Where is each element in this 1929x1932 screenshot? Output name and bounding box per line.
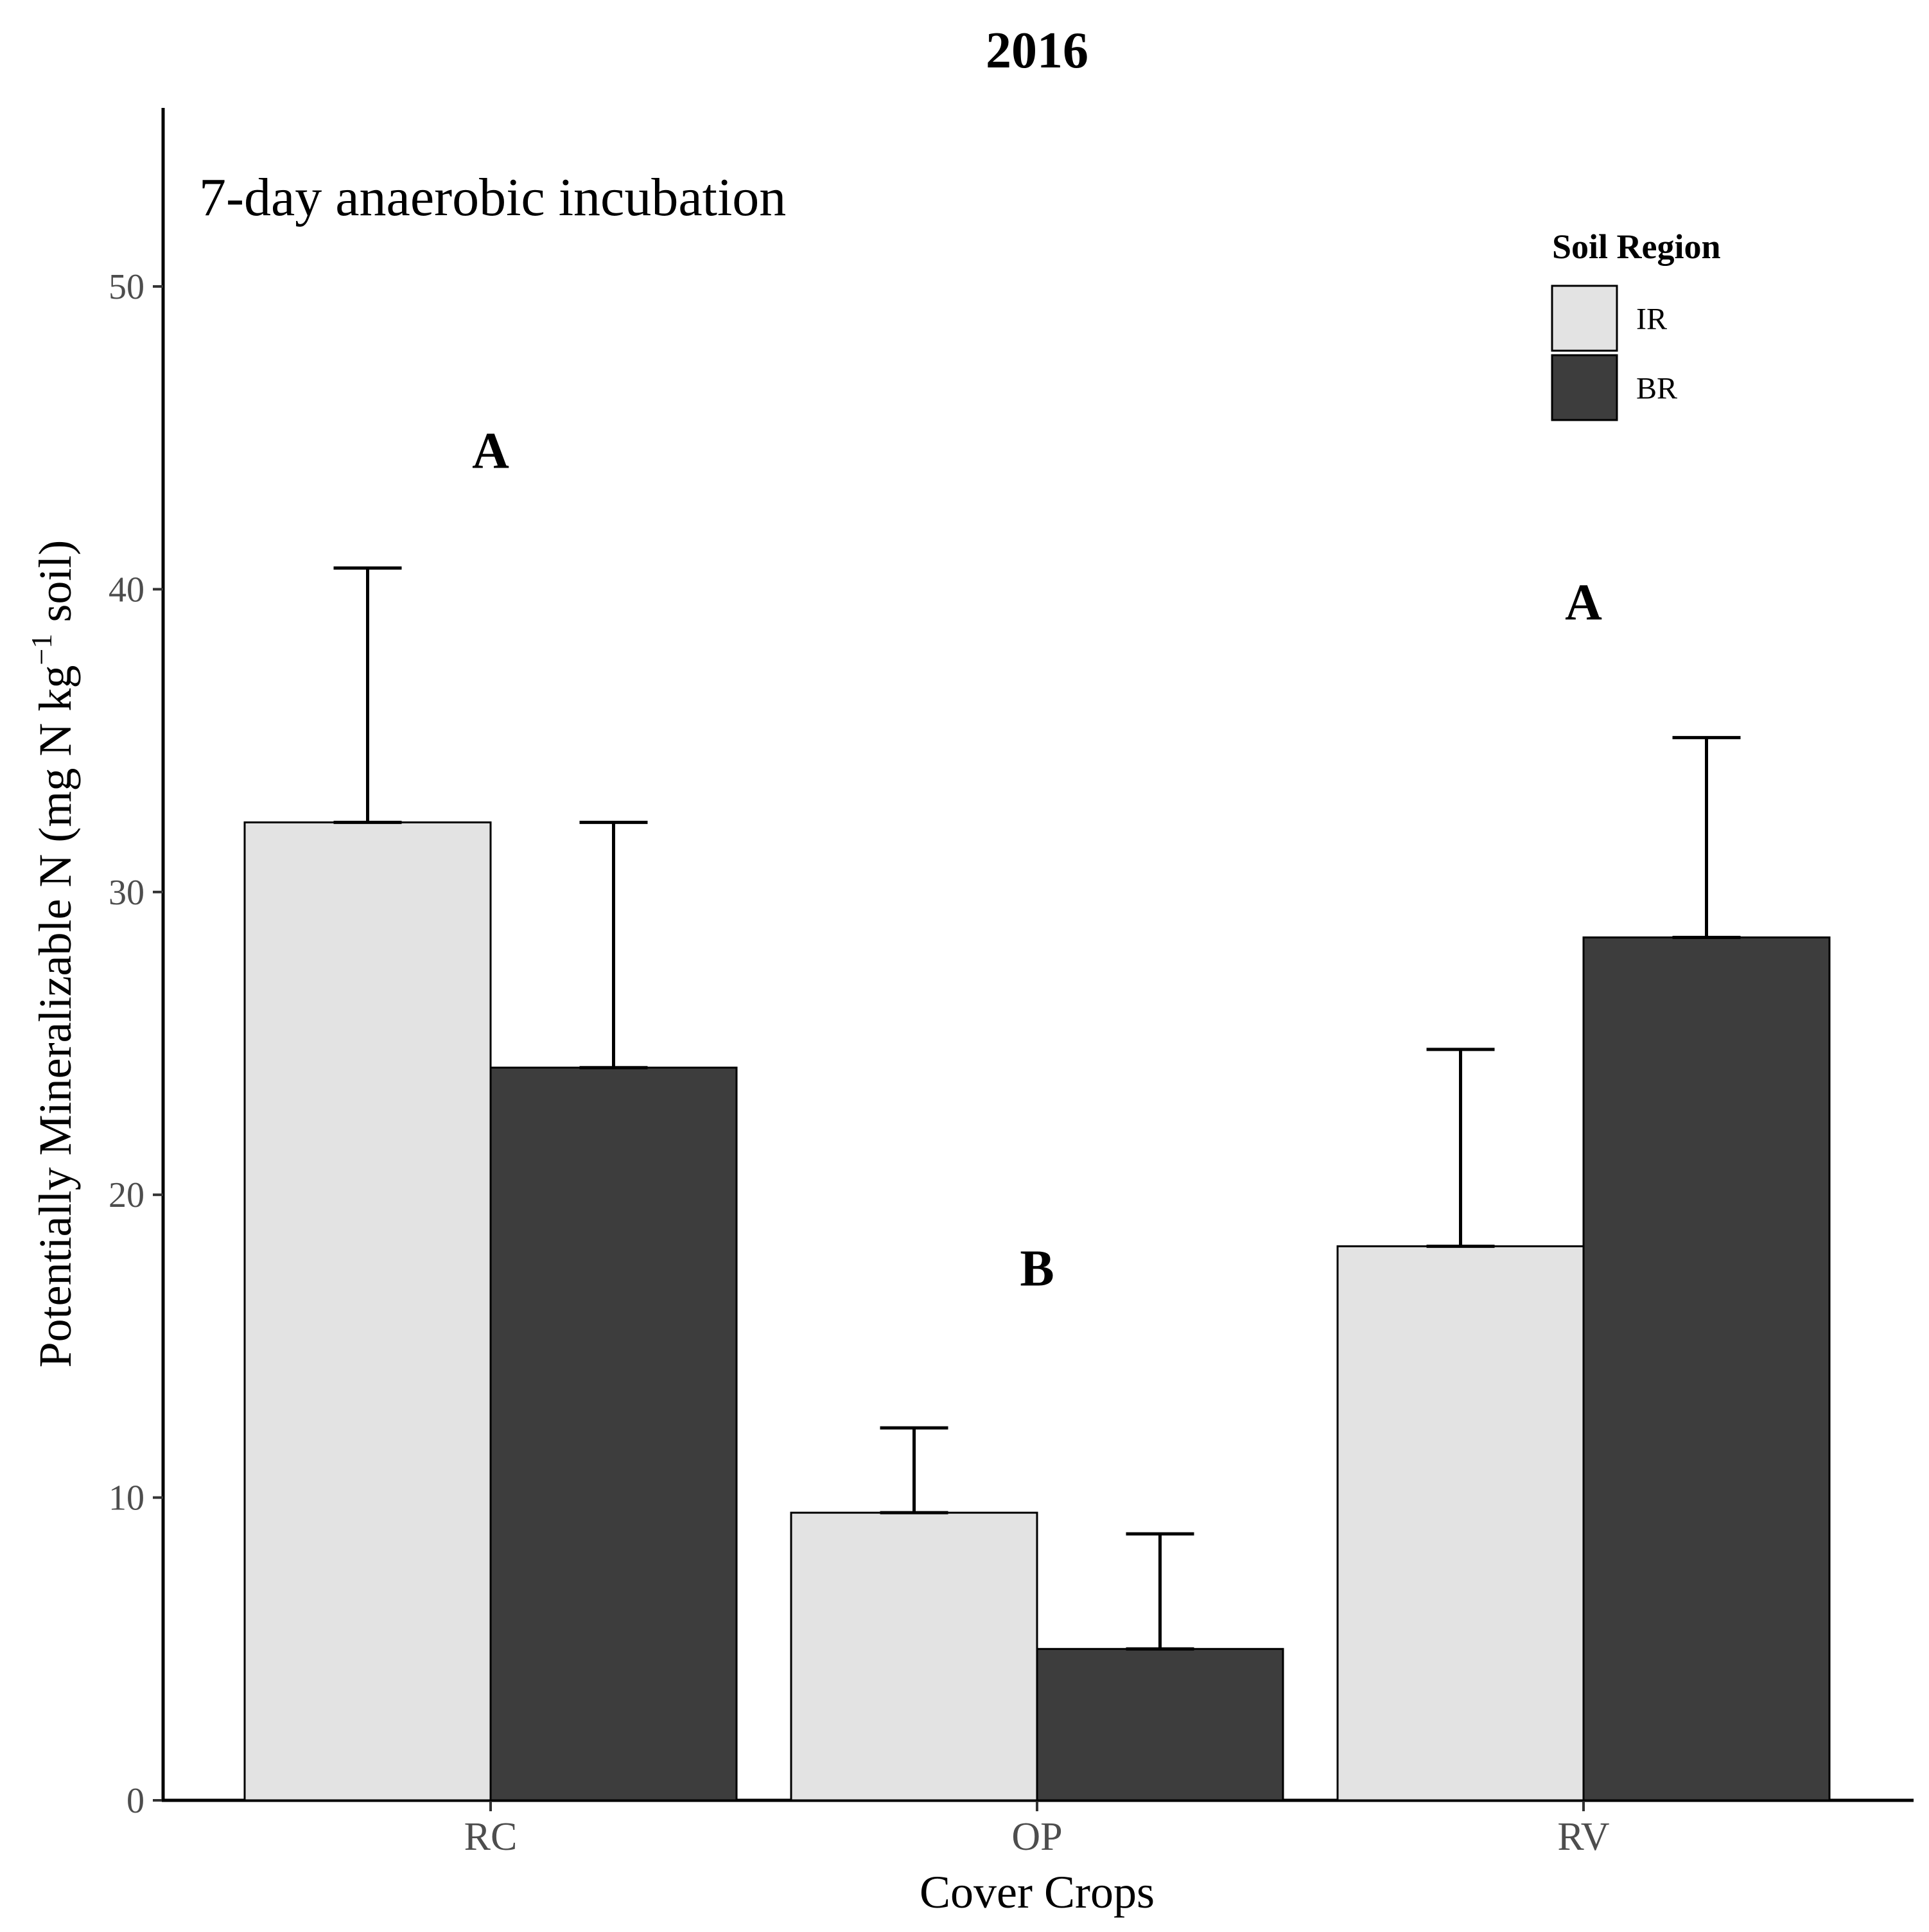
x-tick-label: RC bbox=[464, 1815, 518, 1859]
bar-ir-rv bbox=[1336, 1245, 1585, 1802]
y-tick-label: 40 bbox=[109, 570, 144, 610]
x-tick-label: RV bbox=[1557, 1815, 1609, 1859]
y-tick-label: 10 bbox=[109, 1479, 144, 1518]
significance-label-op: B bbox=[1020, 1240, 1054, 1297]
y-axis-title-sup: −1 bbox=[25, 634, 58, 665]
y-axis-title-end: soil) bbox=[30, 540, 81, 634]
y-tick-label: 20 bbox=[109, 1175, 144, 1215]
y-axis-title-main: Potentially Mineralizable N (mg N kg bbox=[30, 665, 81, 1368]
legend: Soil Region IR BR bbox=[1551, 227, 1721, 421]
y-tick-label: 30 bbox=[109, 873, 144, 913]
bar-ir-rc bbox=[243, 821, 492, 1802]
bar-ir-op bbox=[790, 1511, 1038, 1802]
x-tick-label: OP bbox=[1011, 1815, 1062, 1859]
y-tick-label: 0 bbox=[127, 1781, 144, 1821]
chart-title: 2016 bbox=[986, 22, 1088, 79]
significance-labels: A B A bbox=[472, 423, 1602, 1297]
bar-br-rv bbox=[1582, 936, 1831, 1802]
bar-br-rc bbox=[489, 1066, 738, 1802]
x-axis-title: Cover Crops bbox=[920, 1866, 1155, 1918]
legend-key-br bbox=[1551, 354, 1618, 421]
y-axis-title: Potentially Mineralizable N (mg N kg−1 s… bbox=[25, 540, 81, 1368]
chart-annotation: 7-day anaerobic incubation bbox=[199, 168, 786, 227]
legend-title: Soil Region bbox=[1552, 227, 1721, 266]
legend-label-ir: IR bbox=[1636, 303, 1667, 337]
bars bbox=[243, 821, 1831, 1802]
x-axis: RC OP RV bbox=[162, 1798, 1914, 1859]
significance-label-rc: A bbox=[472, 423, 509, 480]
significance-label-rv: A bbox=[1565, 574, 1602, 631]
legend-key-ir bbox=[1551, 285, 1618, 352]
y-tick-label: 50 bbox=[109, 267, 144, 307]
bar-br-op bbox=[1036, 1647, 1284, 1802]
error-bars bbox=[333, 566, 1741, 1651]
y-axis: 0 10 20 30 40 50 bbox=[109, 108, 165, 1821]
legend-label-br: BR bbox=[1636, 372, 1677, 406]
